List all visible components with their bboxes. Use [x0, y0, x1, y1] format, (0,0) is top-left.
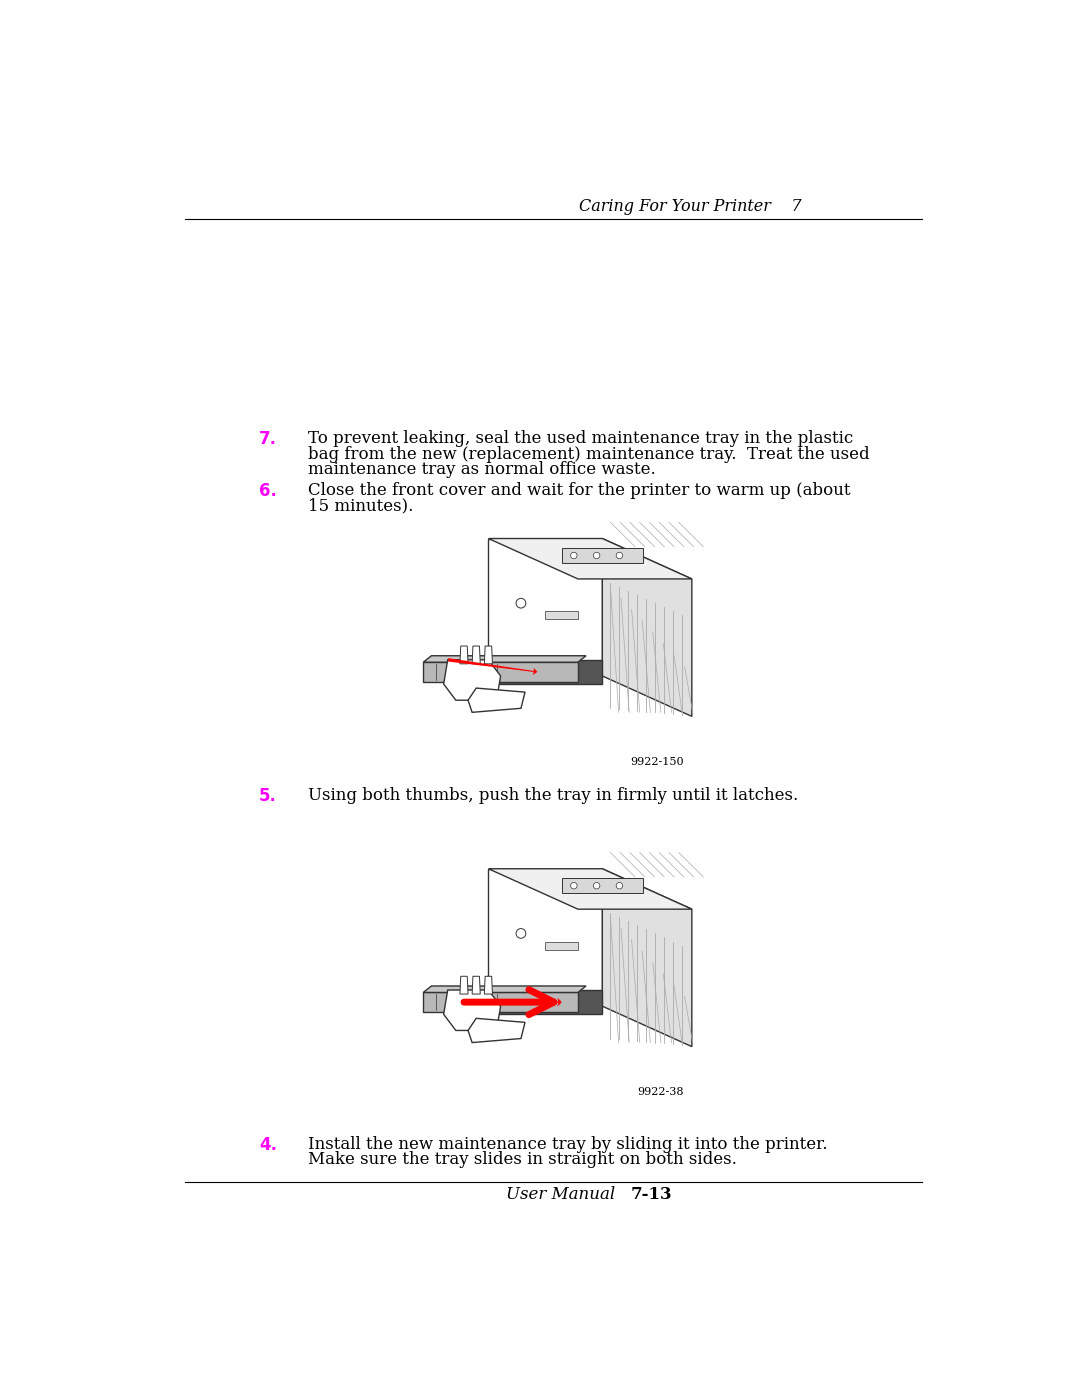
Text: 9922-150: 9922-150 [630, 757, 684, 767]
Circle shape [516, 598, 526, 608]
Polygon shape [603, 869, 692, 1046]
Circle shape [570, 552, 577, 559]
Polygon shape [423, 992, 578, 1011]
Polygon shape [423, 662, 578, 682]
FancyBboxPatch shape [545, 942, 578, 950]
Polygon shape [460, 977, 468, 995]
Polygon shape [488, 990, 603, 1014]
Text: To prevent leaking, seal the used maintenance tray in the plastic: To prevent leaking, seal the used mainte… [308, 430, 853, 447]
Polygon shape [444, 659, 501, 700]
Polygon shape [423, 655, 586, 662]
Polygon shape [484, 977, 492, 995]
Circle shape [593, 552, 599, 559]
Text: 5.: 5. [259, 788, 276, 805]
Polygon shape [460, 645, 468, 664]
Polygon shape [488, 869, 692, 909]
Text: Close the front cover and wait for the printer to warm up (about: Close the front cover and wait for the p… [308, 482, 851, 499]
Text: Make sure the tray slides in straight on both sides.: Make sure the tray slides in straight on… [308, 1151, 738, 1168]
Polygon shape [488, 659, 603, 685]
Text: 7.: 7. [259, 430, 276, 448]
Text: 15 minutes).: 15 minutes). [308, 497, 414, 514]
Text: Install the new maintenance tray by sliding it into the printer.: Install the new maintenance tray by slid… [308, 1136, 827, 1153]
Circle shape [593, 883, 599, 888]
Polygon shape [468, 689, 525, 712]
Text: bag from the new (replacement) maintenance tray.  Treat the used: bag from the new (replacement) maintenan… [308, 446, 869, 462]
Text: 7-13: 7-13 [631, 1186, 673, 1203]
Polygon shape [488, 869, 603, 1006]
Circle shape [617, 883, 623, 888]
Circle shape [570, 883, 577, 888]
Polygon shape [472, 645, 481, 664]
Text: Using both thumbs, push the tray in firmly until it latches.: Using both thumbs, push the tray in firm… [308, 788, 798, 805]
Text: User Manual: User Manual [507, 1186, 616, 1203]
Polygon shape [444, 990, 501, 1031]
Circle shape [516, 929, 526, 939]
Polygon shape [468, 1018, 525, 1042]
Text: 4.: 4. [259, 1136, 276, 1154]
Polygon shape [488, 538, 692, 578]
Polygon shape [423, 986, 586, 992]
Text: maintenance tray as normal office waste.: maintenance tray as normal office waste. [308, 461, 656, 478]
Text: 6.: 6. [259, 482, 276, 500]
Polygon shape [603, 538, 692, 717]
Polygon shape [472, 977, 481, 995]
Text: Caring For Your Printer    7: Caring For Your Printer 7 [579, 198, 801, 215]
FancyBboxPatch shape [545, 612, 578, 619]
FancyBboxPatch shape [562, 879, 643, 893]
Text: 9922-38: 9922-38 [637, 1087, 684, 1097]
Polygon shape [488, 538, 603, 676]
Circle shape [617, 552, 623, 559]
Polygon shape [484, 645, 492, 664]
FancyBboxPatch shape [562, 548, 643, 563]
